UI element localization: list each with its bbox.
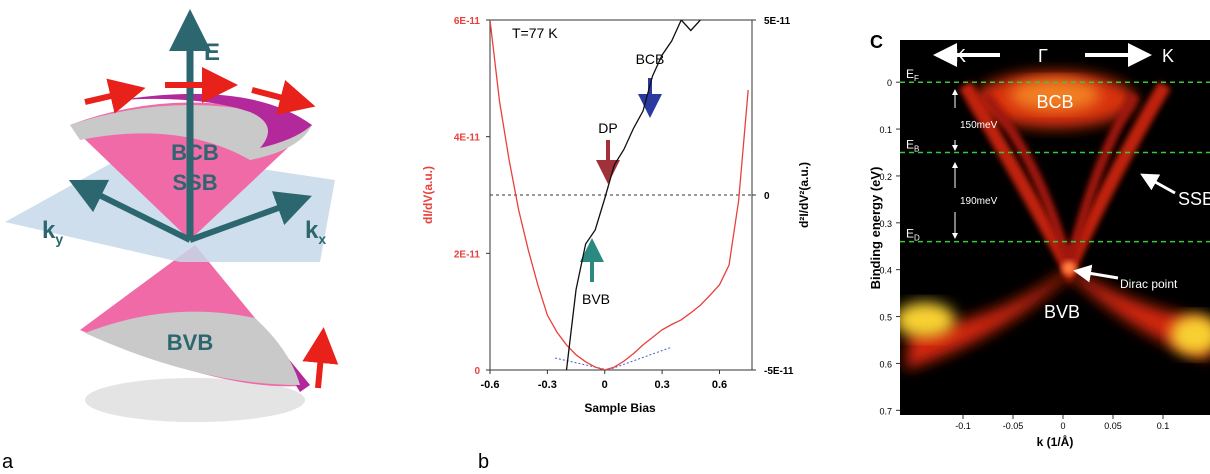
gap-label: 150meV xyxy=(960,120,998,131)
annotation: T=77 K xyxy=(512,25,558,41)
annotation-arrow xyxy=(1073,264,1119,283)
level-sub: F xyxy=(914,74,919,83)
sub: x xyxy=(318,231,326,247)
k: k xyxy=(42,217,56,244)
axis-label: E xyxy=(204,39,220,66)
y-tick-label: 0.6 xyxy=(879,359,892,369)
x-tick-label: 0.6 xyxy=(712,379,727,391)
level-base: E xyxy=(906,227,914,241)
k: k xyxy=(305,217,319,244)
x-tick-label: 0 xyxy=(602,379,608,391)
band-label: SSB xyxy=(1178,189,1210,209)
panel-letter: C xyxy=(870,32,883,52)
band-label: BVB xyxy=(167,330,213,355)
x-tick-label: -0.1 xyxy=(955,421,971,431)
y-tick-label: 0.5 xyxy=(879,313,892,323)
lower-interior xyxy=(85,311,300,385)
y2-tick-label: 5E-11 xyxy=(764,16,791,27)
y2-tick-label: 0 xyxy=(764,191,770,202)
x-tick-label: -0.05 xyxy=(1003,421,1024,431)
series-line xyxy=(490,20,749,370)
x-axis-label: Sample Bias xyxy=(584,401,656,415)
panel-b: T=77 K BCB DP BVB Sample Bias dI/dV(a.u.… xyxy=(421,16,811,473)
y-tick-label: 0 xyxy=(887,78,892,88)
x-tick-label: 0.05 xyxy=(1104,421,1122,431)
annotation-arrow xyxy=(1140,173,1176,195)
ky-axis xyxy=(68,179,192,243)
x-tick-label: 0.1 xyxy=(1157,421,1170,431)
x-tick-label: 0.3 xyxy=(654,379,669,391)
level-label: ED xyxy=(906,227,920,243)
kx-axis xyxy=(188,191,312,243)
y-tick-label: 0.3 xyxy=(879,219,892,229)
level-label: EF xyxy=(906,67,919,83)
y-axis-label: Binding energy (eV) xyxy=(868,167,883,290)
marker-label: DP xyxy=(598,120,617,136)
level-sub: D xyxy=(914,234,920,243)
direction: K xyxy=(1162,46,1174,66)
gap-label: 190meV xyxy=(960,196,998,207)
band-label: SSB xyxy=(172,170,217,195)
spin-arrow xyxy=(84,78,146,114)
kx-label: kx xyxy=(305,217,326,247)
sub: y xyxy=(55,231,63,247)
panel-a: E BCB SSB BVB ky kx a xyxy=(2,9,339,473)
shadow xyxy=(85,378,305,422)
y-tick-label: 0 xyxy=(474,366,480,377)
y-tick-label: 0.7 xyxy=(879,406,892,416)
y-tick-label: 0.4 xyxy=(879,266,892,276)
y2-tick-label: -5E-11 xyxy=(764,366,794,377)
x-tick-label: -0.3 xyxy=(538,379,557,391)
y-axis-label: dI/dV(a.u.) xyxy=(421,166,435,224)
y-tick-label: 4E-11 xyxy=(454,133,481,144)
arpes-intensity xyxy=(900,72,1210,370)
panel-c: K Γ K 150meV 190meV BCB SSB Dirac point … xyxy=(868,32,1210,449)
ky-label: ky xyxy=(42,217,63,247)
marker-label: BVB xyxy=(582,291,610,307)
y-tick-label: 0.2 xyxy=(879,172,892,182)
direction: Γ xyxy=(1038,46,1048,66)
panel-letter: a xyxy=(2,451,14,473)
marker-label: BCB xyxy=(636,51,665,67)
y-tick-label: 0.1 xyxy=(879,125,892,135)
level-base: E xyxy=(906,138,914,152)
x-axis-label: k (1/Å) xyxy=(1037,434,1074,449)
spin-arrow xyxy=(302,327,339,389)
x-tick-label: -0.6 xyxy=(481,379,500,391)
band-label: BVB xyxy=(1044,302,1080,322)
band-label: BCB xyxy=(1036,92,1073,112)
level-sub: B xyxy=(914,145,919,154)
spin-arrow xyxy=(251,80,316,115)
y-tick-label: 2E-11 xyxy=(454,249,481,260)
level-base: E xyxy=(906,67,914,81)
x-tick-label: 0 xyxy=(1060,421,1065,431)
tangent xyxy=(607,346,673,371)
level-label: EB xyxy=(906,138,919,154)
direction: K xyxy=(954,46,966,66)
band-label: BCB xyxy=(171,140,219,165)
panel-letter: b xyxy=(478,451,489,473)
series-line xyxy=(565,20,701,370)
y2-axis-label: d²I/dV²(a.u.) xyxy=(797,162,811,228)
cone-rim xyxy=(120,93,312,148)
y-tick-label: 6E-11 xyxy=(454,16,481,27)
annotation: Dirac point xyxy=(1120,277,1178,291)
